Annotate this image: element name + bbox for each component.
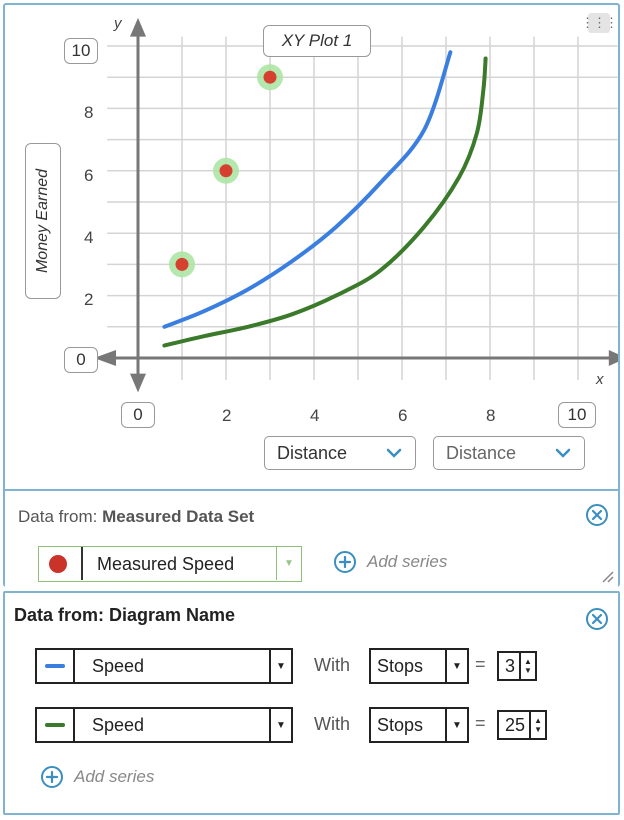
x-axis-dropdown-label: Distance	[446, 442, 517, 463]
data-source-label: Data from: Measured Data Set	[18, 507, 254, 527]
y-min-input[interactable]: 0	[64, 347, 98, 373]
y-max-input[interactable]: 10	[64, 38, 98, 64]
dropdown-arrow-icon[interactable]: ▼	[445, 709, 467, 741]
y-axis-letter: y	[114, 15, 122, 32]
x-axis-arrow-right-icon	[608, 350, 618, 366]
dropdown-arrow-icon[interactable]: ▼	[269, 650, 291, 682]
series-line-1	[162, 50, 453, 329]
x-axis-dropdown-secondary[interactable]: Distance	[433, 436, 585, 470]
series-swatch	[39, 547, 83, 580]
parameter-select[interactable]: Stops ▼	[369, 648, 469, 684]
x-tick-label: 6	[398, 406, 408, 425]
x-axis-dropdown[interactable]: Distance	[264, 436, 416, 470]
x-tick-label: 2	[222, 406, 232, 425]
dropdown-arrow-icon[interactable]: ▼	[276, 547, 301, 580]
diagram-data-panel: Data from: Diagram Name Speed ▼ With Sto…	[3, 591, 620, 815]
plot-area[interactable]	[5, 5, 618, 489]
add-series-label: Add series	[74, 767, 155, 786]
drag-grip-icon[interactable]: ⋮⋮⋮	[581, 13, 618, 33]
add-series-button[interactable]: Add series	[333, 550, 447, 574]
y-tick-label: 8	[84, 103, 94, 122]
chevron-down-icon	[555, 448, 571, 458]
panel-title: Data from: Diagram Name	[14, 605, 236, 625]
stops-stepper[interactable]: 3 ▲ ▼	[497, 651, 538, 681]
series-select[interactable]: Measured Speed ▼	[38, 546, 302, 582]
series-select[interactable]: Speed ▼	[35, 707, 293, 743]
with-label: With	[314, 655, 350, 675]
y-axis-arrow-up-icon	[130, 17, 146, 37]
parameter-select-label: Stops	[377, 656, 424, 676]
stepper-arrows-icon[interactable]: ▲ ▼	[519, 653, 535, 679]
add-series-label: Add series	[367, 552, 448, 571]
y-axis-arrow-down-icon	[130, 373, 146, 393]
data-point	[175, 257, 189, 271]
x-min-input[interactable]: 0	[121, 402, 155, 428]
series-select[interactable]: Speed ▼	[35, 648, 293, 684]
y-axis-label[interactable]: Money Earned	[25, 143, 61, 299]
blue-line-icon	[45, 664, 65, 668]
data-source-name: Measured Data Set	[102, 507, 255, 526]
series-line-2	[162, 56, 488, 348]
resize-handle-icon[interactable]	[600, 569, 614, 583]
equals-sign: =	[475, 713, 486, 733]
plus-circle-icon	[334, 551, 356, 573]
x-max-input[interactable]: 10	[558, 402, 596, 428]
stops-value[interactable]: 3	[505, 655, 516, 676]
equals-sign: =	[475, 654, 486, 674]
parameter-select-label: Stops	[377, 715, 424, 735]
y-axis-label-text: Money Earned	[34, 168, 51, 274]
dropdown-arrow-icon[interactable]: ▼	[445, 650, 467, 682]
parameter-select[interactable]: Stops ▼	[369, 707, 469, 743]
y-tick-label: 6	[84, 166, 94, 185]
close-icon[interactable]	[585, 607, 609, 631]
x-tick-label: 4	[310, 406, 320, 425]
x-axis-letter: x	[596, 371, 604, 388]
x-axis-dropdown-label: Distance	[277, 442, 348, 463]
close-icon[interactable]	[585, 503, 609, 527]
data-point	[263, 70, 277, 84]
red-dot-icon	[49, 555, 67, 573]
stops-stepper[interactable]: 25 ▲ ▼	[497, 710, 548, 740]
xy-plot-card: ⋮⋮⋮ XY Plot 1 y x 10 0 0 10 Money Earned…	[3, 3, 620, 587]
y-tick-label: 2	[84, 290, 94, 309]
stops-value[interactable]: 25	[505, 714, 526, 735]
plot-title[interactable]: XY Plot 1	[263, 25, 371, 57]
y-tick-label: 4	[84, 228, 94, 247]
series-select-label: Speed	[92, 715, 145, 735]
stepper-arrows-icon[interactable]: ▲ ▼	[529, 712, 545, 738]
series-swatch	[37, 709, 75, 741]
plus-circle-icon	[41, 766, 63, 788]
data-point	[219, 164, 233, 178]
green-line-icon	[45, 723, 65, 727]
series-select-label: Measured Speed	[97, 554, 235, 574]
chevron-down-icon	[386, 448, 402, 458]
dropdown-arrow-icon[interactable]: ▼	[269, 709, 291, 741]
data-from-prefix: Data from:	[18, 507, 98, 526]
x-tick-label: 8	[486, 406, 496, 425]
series-select-label: Speed	[92, 656, 145, 676]
with-label: With	[314, 714, 350, 734]
series-swatch	[37, 650, 75, 682]
measured-data-panel: Data from: Measured Data Set Measured Sp…	[5, 489, 618, 587]
add-series-button[interactable]: Add series	[40, 765, 154, 789]
x-axis-arrow-left-icon	[94, 350, 116, 366]
